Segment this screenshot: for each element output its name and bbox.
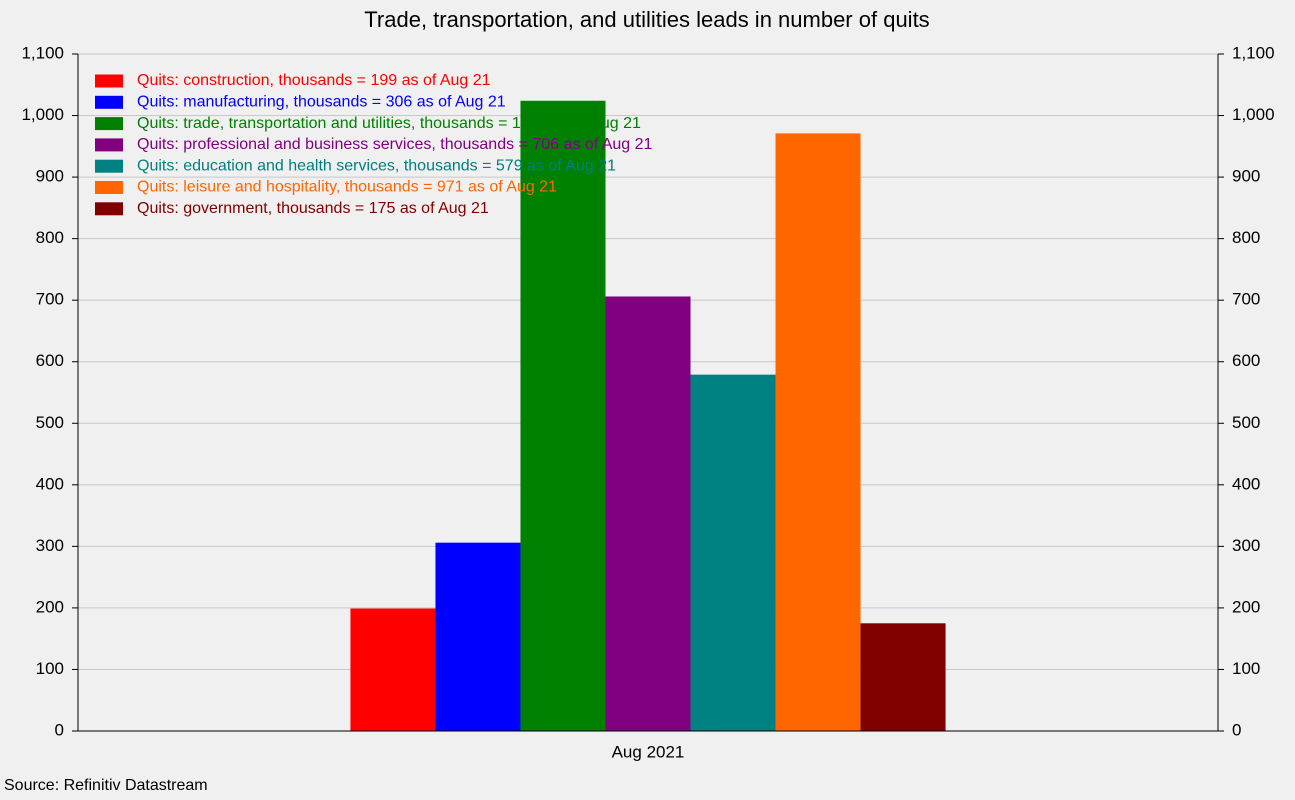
y-tick-label: 1,100	[21, 43, 64, 62]
y2-tick-label: 800	[1232, 228, 1260, 247]
legend-swatch	[95, 159, 123, 173]
y2-tick-label: 0	[1232, 720, 1241, 739]
y2-tick-label: 1,100	[1232, 43, 1275, 62]
legend-label: Quits: education and health services, th…	[137, 157, 616, 174]
bar	[605, 296, 691, 731]
bar	[435, 542, 521, 731]
chart-title: Trade, transportation, and utilities lea…	[364, 7, 929, 32]
y2-tick-label: 300	[1232, 536, 1260, 555]
y2-tick-label: 100	[1232, 659, 1260, 678]
legend-swatch	[95, 95, 123, 109]
legend-label: Quits: trade, transportation and utiliti…	[137, 115, 641, 132]
legend-swatch	[95, 74, 123, 88]
y-tick-label: 300	[36, 536, 64, 555]
bar	[860, 623, 946, 731]
y-tick-label: 900	[36, 167, 64, 186]
legend-label: Quits: government, thousands = 175 as of…	[137, 200, 489, 217]
bar	[775, 133, 861, 732]
legend-swatch	[95, 138, 123, 152]
bar	[350, 608, 436, 731]
y2-tick-label: 400	[1232, 474, 1260, 493]
y2-tick-label: 500	[1232, 413, 1260, 432]
y-tick-label: 0	[55, 720, 64, 739]
y-tick-label: 800	[36, 228, 64, 247]
legend-label: Quits: manufacturing, thousands = 306 as…	[137, 94, 506, 111]
y2-tick-label: 1,000	[1232, 105, 1275, 124]
legend-swatch	[95, 202, 123, 216]
legend-swatch	[95, 181, 123, 194]
legend-label: Quits: professional and business service…	[137, 136, 653, 153]
y2-tick-label: 200	[1232, 597, 1260, 616]
legend-label: Quits: leisure and hospitality, thousand…	[137, 179, 557, 196]
y-tick-label: 500	[36, 413, 64, 432]
y2-tick-label: 900	[1232, 167, 1260, 186]
x-tick-label: Aug 2021	[612, 742, 685, 761]
source: Source: Refinitiv Datastream	[4, 777, 208, 794]
bar	[690, 374, 776, 731]
y-tick-label: 600	[36, 351, 64, 370]
legend-swatch	[95, 117, 123, 131]
y-tick-label: 1,000	[21, 105, 64, 124]
legend-label: Quits: construction, thousands = 199 as …	[137, 72, 491, 89]
y-tick-label: 100	[36, 659, 64, 678]
y-tick-label: 200	[36, 597, 64, 616]
bar	[520, 100, 606, 732]
y-tick-label: 700	[36, 290, 64, 309]
y2-tick-label: 600	[1232, 351, 1260, 370]
y2-tick-label: 700	[1232, 290, 1260, 309]
y-tick-label: 400	[36, 474, 64, 493]
